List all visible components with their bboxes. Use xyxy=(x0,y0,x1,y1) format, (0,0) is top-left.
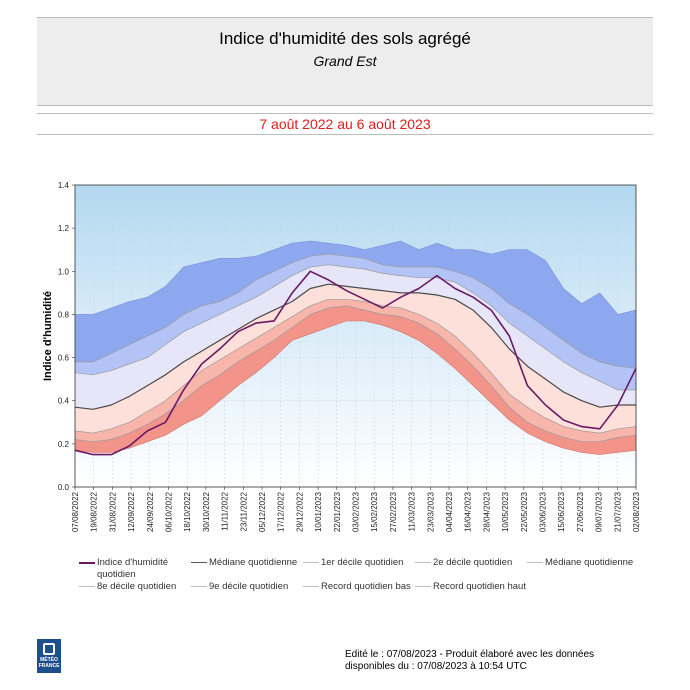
y-tick-label: 1.4 xyxy=(58,181,70,190)
legend-label: Record quotidien bas xyxy=(321,581,411,592)
band-d2-d1 xyxy=(75,299,636,442)
legend-label: Médiane quotidienne xyxy=(209,557,298,568)
line-record-low xyxy=(74,320,637,455)
x-tick-label: 27/06/2023 xyxy=(576,491,585,532)
line-daily-index xyxy=(74,270,637,456)
x-tick-label: 23/03/2023 xyxy=(426,491,435,532)
y-tick-label: 0.0 xyxy=(58,483,70,492)
line-record-high xyxy=(75,240,637,315)
x-tick-label: 11/11/2022 xyxy=(221,491,230,530)
x-tick-label: 24/09/2022 xyxy=(146,491,155,532)
legend-swatch xyxy=(415,586,431,587)
legend-label: Record quotidien haut xyxy=(433,581,526,592)
legend-swatch xyxy=(79,586,95,587)
y-tick-label: 0.6 xyxy=(58,354,70,363)
x-tick-label: 12/09/2022 xyxy=(127,491,136,532)
legend-label: 1er décile quotidien xyxy=(321,557,404,568)
header-panel: Indice d'humidité des sols agrégé Grand … xyxy=(37,17,653,106)
divider-top xyxy=(37,113,653,114)
x-tick-label: 15/06/2023 xyxy=(557,491,566,532)
x-tick-label: 19/08/2022 xyxy=(90,491,99,532)
x-tick-label: 09/07/2023 xyxy=(595,491,604,532)
y-axis-label: Indice d'humidité xyxy=(42,291,54,381)
meteo-france-logo: MÉTÉO FRANCE xyxy=(37,639,61,673)
band-record-high-d9 xyxy=(75,241,636,369)
x-tick-label: 03/02/2023 xyxy=(352,491,361,532)
x-tick-label: 22/01/2023 xyxy=(333,491,342,532)
legend-swatch xyxy=(191,586,207,587)
y-tick-label: 0.8 xyxy=(58,310,70,319)
logo-mark-icon xyxy=(43,643,55,655)
decile-bands xyxy=(75,241,636,455)
line-decile xyxy=(74,264,636,391)
edition-footer: Edité le : 07/08/2023 - Produit élaboré … xyxy=(345,649,594,673)
band-d1-record-low xyxy=(75,305,636,455)
x-tick-label: 10/01/2023 xyxy=(314,491,323,532)
y-tick-label: 1.0 xyxy=(58,267,70,276)
logo-text: MÉTÉO FRANCE xyxy=(38,657,60,669)
y-tick-label: 0.4 xyxy=(58,397,70,406)
x-tick-label: 17/12/2022 xyxy=(277,491,286,532)
legend-swatch xyxy=(303,562,319,563)
band-median-d2 xyxy=(75,284,636,434)
band-d9-d8 xyxy=(75,254,636,390)
x-tick-label: 28/04/2023 xyxy=(482,491,491,532)
footer-line-2: disponibles du : 07/08/2023 à 10:54 UTC xyxy=(345,661,527,672)
x-tick-label: 22/05/2023 xyxy=(520,491,529,532)
x-tick-label: 16/04/2023 xyxy=(464,491,473,532)
x-tick-label: 10/05/2023 xyxy=(501,491,510,532)
x-tick-label: 02/08/2023 xyxy=(632,491,641,532)
page-title: Indice d'humidité des sols agrégé xyxy=(219,29,471,48)
x-tick-label: 27/02/2023 xyxy=(389,491,398,532)
x-tick-label: 21/07/2023 xyxy=(613,491,622,532)
x-tick-label: 04/04/2023 xyxy=(445,491,454,532)
legend-label: Médiane quotidienne xyxy=(545,557,634,568)
y-tick-label: 0.2 xyxy=(58,440,70,449)
x-tick-label: 11/03/2023 xyxy=(408,491,417,531)
line-median xyxy=(74,283,636,410)
legend-swatch xyxy=(415,562,431,563)
footer-line-1: Edité le : 07/08/2023 - Produit élaboré … xyxy=(345,649,595,660)
divider-bottom xyxy=(37,134,653,135)
line-decile xyxy=(74,305,637,443)
legend-swatch xyxy=(527,562,543,563)
legend-label: Indice d'humidité quotidien xyxy=(97,557,168,580)
x-tick-label: 29/12/2022 xyxy=(295,491,304,532)
x-tick-label: 05/12/2022 xyxy=(258,491,267,532)
x-tick-label: 15/02/2023 xyxy=(370,491,379,532)
period-label: 7 août 2022 au 6 août 2023 xyxy=(259,116,431,132)
legend-swatch xyxy=(191,562,207,563)
legend-swatch xyxy=(79,562,95,564)
legend-label: 2e décile quotidien xyxy=(433,557,513,568)
x-tick-label: 23/11/2022 xyxy=(239,491,248,531)
x-tick-label: 18/10/2022 xyxy=(183,491,192,532)
legend-label: 9e décile quotidien xyxy=(209,581,289,592)
y-tick-label: 1.2 xyxy=(58,224,70,233)
legend-label: 8e décile quotidien xyxy=(97,581,177,592)
line-decile xyxy=(74,298,637,434)
x-tick-label: 07/08/2022 xyxy=(71,491,80,532)
region-subtitle: Grand Est xyxy=(313,53,377,69)
y-axis-ticks: 0.0 0.2 0.4 0.6 0.8 1.0 1.2 1.4 xyxy=(58,181,75,492)
x-tick-label: 30/10/2022 xyxy=(202,491,211,532)
series-lines xyxy=(74,240,637,456)
x-tick-label: 03/06/2023 xyxy=(539,491,548,532)
line-decile xyxy=(75,253,637,369)
x-tick-label: 31/08/2022 xyxy=(108,491,117,532)
x-tick-label: 06/10/2022 xyxy=(165,491,174,532)
x-axis-ticks: 07/08/2022 19/08/2022 31/08/2022 12/09/2022… xyxy=(71,487,641,532)
legend-swatch xyxy=(303,586,319,587)
